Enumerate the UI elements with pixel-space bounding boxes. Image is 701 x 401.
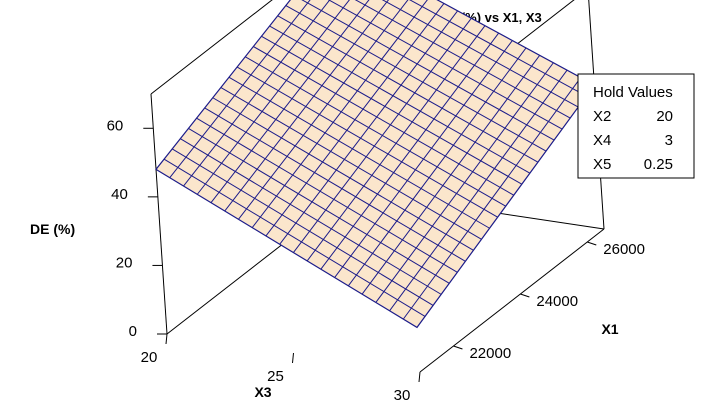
legend-row-name: X4 bbox=[593, 132, 611, 149]
legend-row-value: 0.25 bbox=[644, 156, 673, 173]
legend-box bbox=[577, 73, 695, 179]
x-tick bbox=[165, 333, 168, 345]
legend-row-name: X2 bbox=[593, 108, 611, 125]
surface-mesh bbox=[155, 0, 596, 329]
z-tick-label: 0 bbox=[129, 323, 137, 340]
mesh-line bbox=[269, 25, 531, 174]
y-tick-label: 24000 bbox=[536, 293, 578, 310]
legend-header: Hold Values bbox=[593, 84, 673, 101]
legend-row-value: 20 bbox=[656, 108, 673, 125]
mesh-line bbox=[172, 148, 434, 306]
y-tick bbox=[453, 345, 463, 350]
z-tick-label: 60 bbox=[107, 117, 124, 134]
y-tick-label: 22000 bbox=[469, 345, 511, 362]
mesh-line bbox=[228, 76, 490, 229]
mesh-line bbox=[285, 5, 547, 152]
legend-row-value: 3 bbox=[665, 132, 673, 149]
x-tick bbox=[418, 371, 421, 383]
mesh-line bbox=[163, 158, 426, 317]
y-tick-label: 26000 bbox=[603, 241, 645, 258]
x-axis-title: X3 bbox=[254, 384, 271, 400]
mesh-line bbox=[180, 138, 442, 295]
mesh-line bbox=[188, 128, 450, 284]
z-tick-label: 40 bbox=[111, 186, 128, 203]
mesh-line bbox=[204, 107, 466, 262]
x-tick-label: 30 bbox=[394, 387, 411, 401]
x-tick bbox=[292, 352, 294, 364]
mesh-line bbox=[354, 0, 571, 119]
mesh-line bbox=[212, 97, 474, 251]
mesh-line bbox=[261, 35, 523, 185]
mesh-line bbox=[236, 66, 498, 218]
mesh-line bbox=[196, 117, 458, 273]
z-axis-title: DE (%) bbox=[30, 221, 75, 237]
mesh-line bbox=[409, 0, 587, 97]
mesh-line bbox=[327, 0, 563, 130]
mesh-line bbox=[301, 0, 555, 141]
mesh-line bbox=[277, 15, 539, 163]
mesh-line bbox=[220, 87, 482, 240]
frame-edge bbox=[150, 93, 168, 335]
mesh-line bbox=[381, 0, 579, 108]
y-tick bbox=[520, 293, 530, 298]
hold-values-legend: Hold Values X2 20 X4 3 X5 0.25 bbox=[577, 73, 695, 179]
x-tick-label: 25 bbox=[267, 368, 284, 385]
frame-edge bbox=[150, 0, 273, 95]
x-tick-label: 20 bbox=[141, 349, 158, 366]
z-tick-label: 20 bbox=[116, 254, 133, 271]
mesh-line bbox=[253, 46, 515, 196]
y-axis-title: X1 bbox=[601, 321, 618, 337]
y-tick bbox=[587, 241, 597, 246]
frame-edge bbox=[419, 228, 605, 373]
mesh-line bbox=[245, 56, 506, 207]
legend-row-name: X5 bbox=[593, 156, 611, 173]
